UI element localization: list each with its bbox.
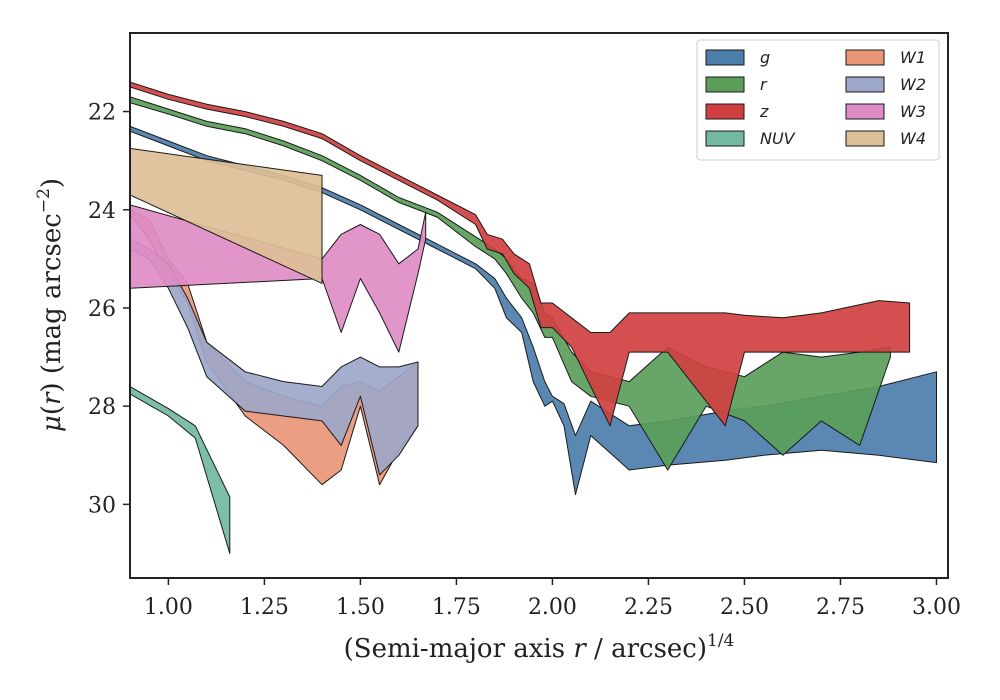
legend-label-w4: W4 [900,129,926,148]
series-bands [130,81,937,554]
y-tick-label: 30 [88,493,116,518]
y-tick-label: 22 [88,101,116,126]
legend-swatch-w1 [845,49,885,66]
legend-frame [696,39,940,161]
x-tick-label: 1.25 [240,595,289,620]
band-z [130,81,911,427]
x-tick-label: 1.75 [432,595,481,620]
x-tick-label: 2.75 [816,595,865,620]
x-tick-label: 2.00 [528,595,577,620]
legend-swatch-z [705,103,745,120]
band-w3 [130,204,427,353]
legend-label-g: g [760,48,770,67]
x-tick-label: 1.00 [144,595,193,620]
band-nuv [130,386,231,554]
legend-label-w3: W3 [900,102,926,121]
x-axis-label: (Semi-major axis r / arcsec)1/4 [344,631,735,664]
x-tick-label: 2.25 [624,595,673,620]
legend-label-z: z [759,102,769,121]
y-tick-label: 28 [88,395,116,420]
legend-label-w2: W2 [900,75,926,94]
legend-label-w1: W1 [900,48,926,67]
x-tick-label: 3.00 [912,595,961,620]
y-axis-label: μ(r) (mag arcsec−2) [34,178,67,432]
x-tick-label: 2.50 [720,595,769,620]
x-tick-label: 1.50 [336,595,385,620]
legend-swatch-w4 [845,130,885,147]
x-axis-ticks: 1.00 1.25 1.50 1.75 2.00 2.25 2.50 2.75 3.00 [144,578,961,620]
y-tick-label: 24 [88,199,116,224]
band-w4 [130,147,323,284]
legend-swatch-g [705,49,745,66]
legend-label-r: r [760,75,768,94]
legend-swatch-w2 [845,76,885,93]
legend: grz NUV W1 W2 W3 W4 [696,39,940,161]
legend-swatch-w3 [845,103,885,120]
y-tick-label: 26 [88,297,116,322]
plot-frame [129,32,949,579]
legend-label-nuv: NUV [760,129,796,148]
legend-swatch-nuv [705,130,745,147]
band-w2 [130,238,419,476]
legend-swatch-r [705,76,745,93]
y-axis-ticks: 22 24 26 28 30 [88,101,130,518]
